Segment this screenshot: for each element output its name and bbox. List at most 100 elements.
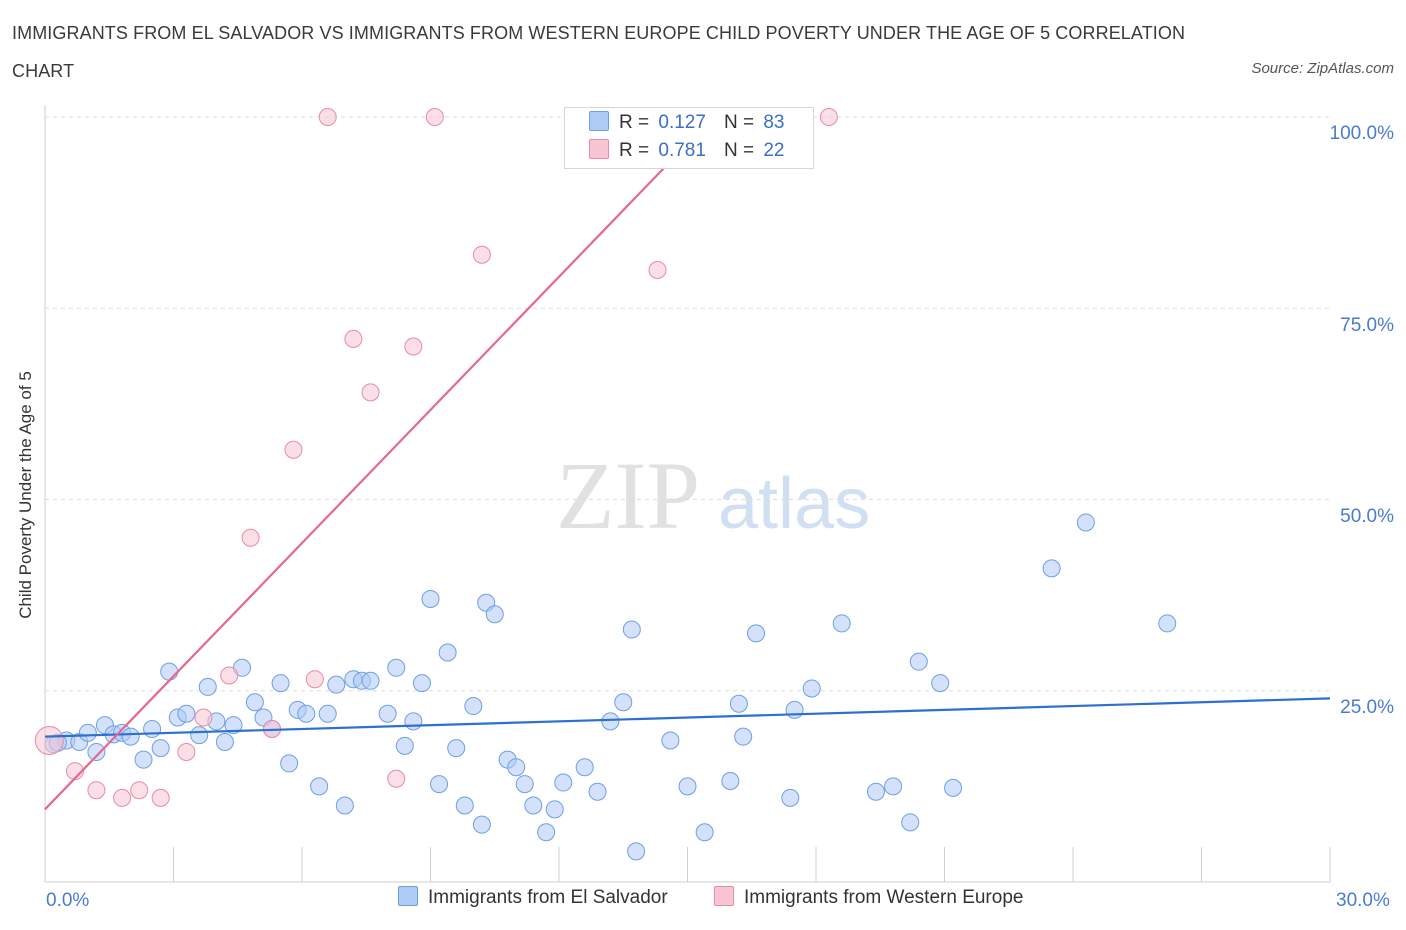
point-el-salvador (404, 712, 423, 731)
point-el-salvador (524, 796, 543, 815)
point-el-salvador (198, 677, 217, 696)
legend-item-western-europe[interactable]: Immigrants from Western Europe (714, 886, 1023, 909)
point-el-salvador (327, 675, 346, 694)
n-label: N = (723, 140, 755, 161)
point-el-salvador (695, 823, 714, 842)
point-el-salvador (944, 778, 963, 797)
point-el-salvador (884, 777, 903, 796)
series-legend: Immigrants from El Salvador Immigrants f… (0, 886, 1406, 916)
source-label: Source: ZipAtlas.com (1251, 60, 1394, 77)
point-el-salvador (832, 614, 851, 633)
y-tick-label: 50.0% (1340, 506, 1394, 527)
point-el-salvador (160, 662, 179, 681)
point-el-salvador (661, 731, 680, 750)
point-el-salvador (734, 727, 753, 746)
point-el-salvador (747, 624, 766, 643)
point-el-salvador (310, 777, 329, 796)
point-el-salvador (785, 700, 804, 719)
point-el-salvador (455, 796, 474, 815)
legend-item-el-salvador[interactable]: Immigrants from El Salvador (398, 886, 668, 909)
point-el-salvador (931, 674, 950, 693)
point-el-salvador (545, 800, 564, 819)
legend-label-western-europe: Immigrants from Western Europe (744, 887, 1024, 908)
point-western-europe (194, 708, 213, 727)
chart-title: IMMIGRANTS FROM EL SALVADOR VS IMMIGRANT… (12, 23, 1186, 81)
point-el-salvador (280, 754, 299, 773)
point-el-salvador (215, 733, 234, 752)
point-el-salvador (729, 694, 748, 713)
legend-swatch-el-salvador (398, 886, 418, 906)
data-points (34, 108, 1177, 861)
point-el-salvador (485, 605, 504, 624)
point-el-salvador (1076, 513, 1095, 532)
y-tick-label: 75.0% (1340, 315, 1394, 336)
y-tick-label: 25.0% (1340, 697, 1394, 718)
point-western-europe (220, 666, 239, 685)
point-western-europe (284, 440, 303, 459)
point-el-salvador (802, 679, 821, 698)
point-el-salvador (678, 777, 697, 796)
point-el-salvador (438, 643, 457, 662)
point-western-europe (648, 261, 667, 279)
r-value-el-salvador: 0.127 (658, 112, 706, 133)
legend-swatch-el-salvador (589, 111, 609, 131)
point-western-europe (387, 769, 406, 788)
x-tick-label-max: 30.0% (1336, 890, 1390, 911)
point-el-salvador (335, 796, 354, 815)
point-el-salvador (271, 674, 290, 693)
point-western-europe (113, 788, 132, 807)
point-el-salvador (245, 693, 264, 712)
point-el-salvador (515, 775, 534, 794)
point-el-salvador (121, 727, 140, 746)
point-el-salvador (1042, 559, 1061, 578)
point-el-salvador (721, 772, 740, 791)
point-el-salvador (554, 773, 573, 792)
trend-line-western-europe (44, 116, 714, 811)
point-el-salvador (297, 704, 316, 723)
point-western-europe (819, 108, 838, 126)
point-el-salvador (421, 589, 440, 608)
point-western-europe (305, 670, 324, 689)
point-el-salvador (430, 775, 449, 794)
point-el-salvador (151, 739, 170, 758)
point-el-salvador (224, 716, 243, 735)
stats-legend-row-el-salvador: R = 0.127 N = 83 (589, 111, 784, 139)
point-el-salvador (464, 697, 483, 716)
trend-line-el-salvador (44, 697, 1331, 738)
point-el-salvador (1158, 614, 1177, 633)
point-western-europe (87, 781, 106, 800)
grid-lines (45, 116, 1330, 692)
watermark-zip: ZIP (556, 442, 700, 549)
point-western-europe (361, 383, 380, 402)
point-el-salvador (601, 712, 620, 731)
n-value-western-europe: 22 (763, 140, 785, 161)
point-western-europe (130, 781, 149, 800)
stats-legend: R = 0.127 N = 83 R = 0.781 N = 22 (564, 107, 814, 169)
point-el-salvador (87, 742, 106, 761)
n-value-el-salvador: 83 (763, 112, 785, 133)
point-el-salvador (627, 842, 646, 861)
stats-legend-row-western-europe: R = 0.781 N = 22 (589, 139, 784, 167)
point-el-salvador (614, 693, 633, 712)
watermark-atlas: atlas (718, 464, 870, 544)
point-el-salvador (190, 726, 209, 745)
n-label: N = (723, 112, 755, 133)
point-el-salvador (361, 671, 380, 690)
y-tick-label: 100.0% (1329, 123, 1394, 144)
point-el-salvador (447, 739, 466, 758)
point-el-salvador (387, 658, 406, 677)
point-western-europe (318, 108, 337, 126)
point-el-salvador (866, 782, 885, 801)
point-western-europe (151, 788, 170, 807)
point-el-salvador (537, 823, 556, 842)
r-label: R = (619, 140, 650, 161)
point-el-salvador (395, 736, 414, 755)
x-tick-label-min: 0.0% (46, 890, 90, 911)
point-el-salvador (78, 723, 97, 742)
point-el-salvador (177, 704, 196, 723)
point-western-europe (404, 337, 423, 356)
point-el-salvador (901, 813, 920, 832)
point-el-salvador (507, 758, 526, 777)
point-western-europe (472, 245, 491, 264)
r-label: R = (619, 112, 650, 133)
